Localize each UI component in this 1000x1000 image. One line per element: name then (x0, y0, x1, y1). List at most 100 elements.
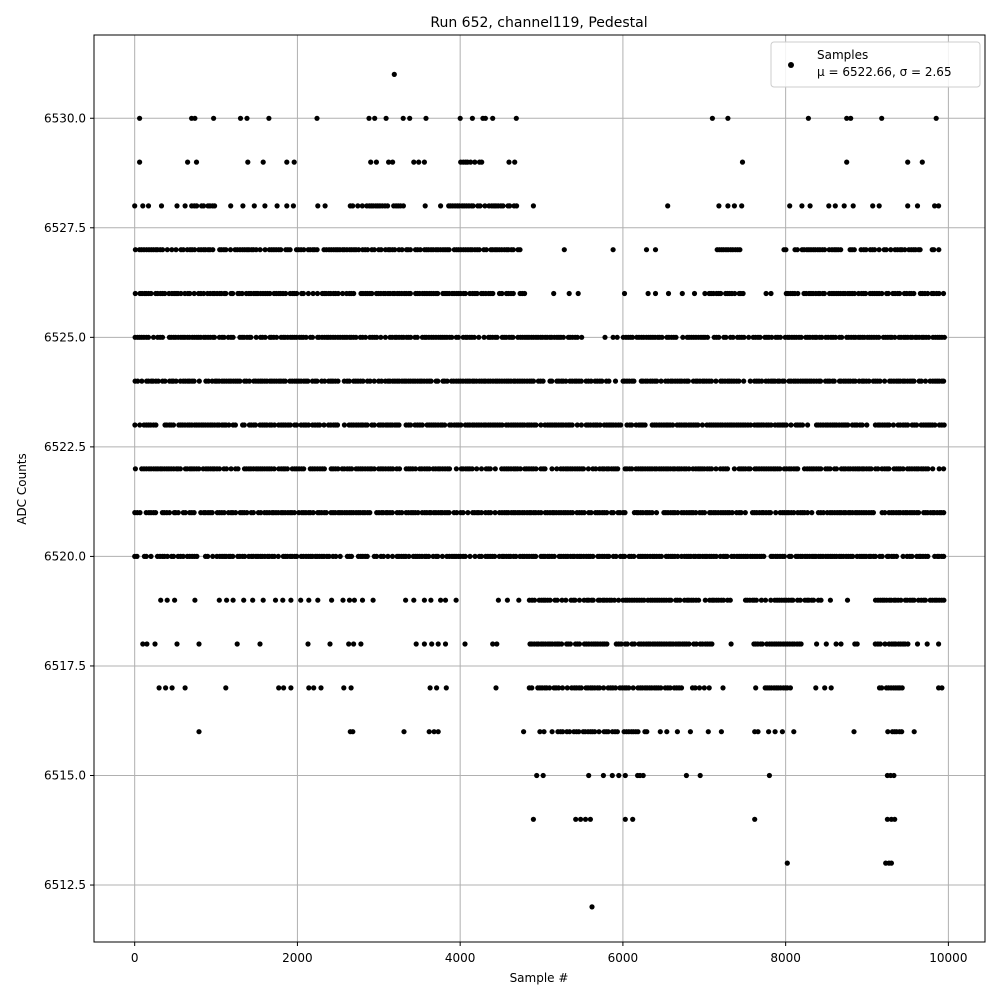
data-point (341, 422, 347, 428)
data-point (346, 597, 353, 603)
data-point (850, 553, 856, 560)
data-point (223, 685, 229, 691)
data-point (230, 334, 236, 340)
data-point (864, 422, 870, 428)
data-point (407, 247, 413, 253)
data-point (564, 685, 570, 691)
data-point (431, 729, 437, 735)
data-point (580, 466, 587, 472)
data-point (392, 247, 398, 253)
data-point (918, 378, 924, 384)
data-point (513, 115, 519, 121)
data-point (884, 816, 891, 822)
data-point (748, 422, 754, 428)
data-point (781, 247, 787, 253)
data-point (851, 247, 857, 253)
data-point (723, 334, 729, 340)
data-point (823, 641, 829, 647)
data-point (276, 685, 282, 691)
data-point (132, 422, 138, 428)
data-point (549, 729, 555, 735)
data-point (492, 553, 498, 560)
data-point (675, 553, 681, 560)
data-point (192, 597, 198, 603)
data-point (385, 203, 391, 209)
data-point (234, 641, 240, 647)
data-point (819, 334, 825, 340)
data-point (244, 509, 250, 516)
x-tick-label: 4000 (445, 951, 476, 965)
data-point (773, 509, 779, 516)
data-point (885, 729, 891, 735)
data-point (401, 729, 407, 735)
data-point (738, 509, 744, 516)
data-point (284, 466, 290, 472)
data-point (941, 378, 947, 384)
plot-frame (93, 34, 986, 943)
data-point (482, 203, 488, 209)
data-point (495, 597, 501, 603)
data-point (428, 378, 434, 384)
data-point (164, 553, 170, 560)
data-point (378, 334, 384, 340)
data-point (590, 597, 596, 603)
data-point (280, 597, 286, 603)
data-point (494, 641, 500, 647)
data-point (462, 290, 468, 297)
data-point (230, 553, 236, 560)
data-point (649, 509, 655, 516)
data-point (659, 334, 665, 340)
data-point (241, 597, 247, 603)
data-point (644, 729, 650, 735)
data-point (340, 290, 346, 297)
data-point (683, 772, 690, 779)
data-point (600, 772, 607, 779)
data-point (148, 553, 154, 560)
data-point (223, 247, 229, 253)
data-point (886, 466, 892, 472)
data-point (941, 597, 947, 603)
data-point (221, 334, 227, 340)
data-point (435, 378, 441, 384)
data-point (879, 290, 885, 297)
data-point (606, 378, 612, 384)
data-point (507, 203, 513, 209)
data-point (140, 641, 146, 647)
data-point (582, 816, 589, 822)
data-point (366, 115, 372, 121)
data-point (253, 247, 259, 253)
data-point (479, 159, 485, 165)
data-point (462, 641, 468, 647)
data-point (588, 378, 594, 384)
data-point (696, 597, 702, 603)
data-point (805, 115, 812, 121)
data-point (415, 509, 421, 516)
data-point (866, 378, 872, 384)
data-point (658, 378, 664, 384)
data-point (175, 509, 181, 516)
data-point (677, 597, 683, 603)
data-point (245, 159, 251, 165)
data-point (514, 203, 520, 209)
data-point (182, 203, 188, 209)
y-tick-label: 6512.5 (44, 878, 86, 892)
data-point (465, 509, 471, 516)
data-point (365, 247, 371, 253)
data-point (492, 509, 498, 516)
data-point (791, 729, 797, 735)
data-point (368, 159, 374, 165)
legend-marker (788, 62, 794, 68)
data-point (818, 378, 824, 384)
data-point (818, 597, 824, 603)
data-point (882, 378, 888, 384)
data-point (737, 247, 743, 253)
data-point (359, 203, 365, 209)
data-point (340, 597, 346, 603)
data-point (747, 466, 753, 472)
x-tick-label: 2000 (282, 951, 313, 965)
data-point (716, 203, 722, 209)
data-point (355, 203, 361, 209)
data-point (761, 553, 767, 560)
data-point (490, 290, 496, 297)
data-point (914, 641, 921, 647)
